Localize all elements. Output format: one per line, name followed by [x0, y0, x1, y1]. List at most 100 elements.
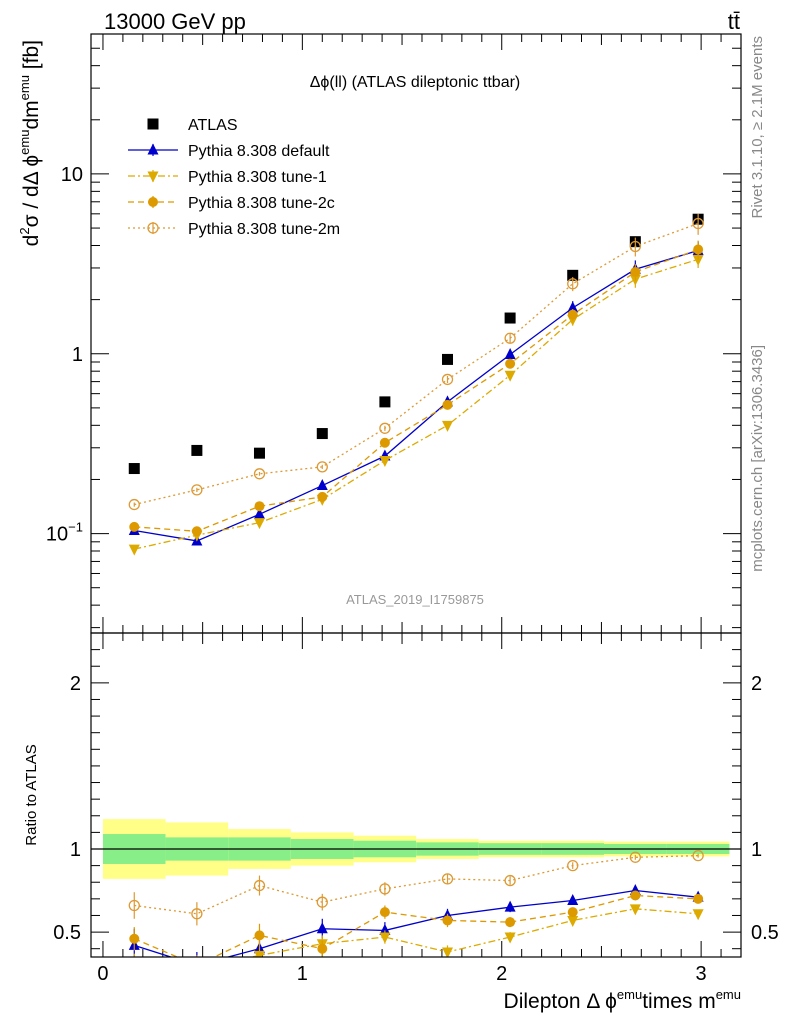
main-data-point [567, 278, 579, 290]
process-label: 13000 GeV pp [104, 9, 246, 34]
main-data-point [316, 428, 328, 440]
ratio-data-point [629, 904, 641, 916]
main-data-point [128, 498, 140, 511]
ratio-y-tick-label-right: 0.5 [751, 922, 779, 944]
x-tick-label: 2 [496, 963, 507, 985]
ratio-data-point [128, 899, 140, 912]
x-tick-label: 1 [297, 963, 308, 985]
main-data-point [504, 370, 516, 382]
ratio-series-pythia-8-308-tune-2c [129, 890, 704, 970]
main-y-axis-label: d2σ / dΔ ϕemudmemu [fb] [17, 40, 43, 246]
ratio-data-point [379, 907, 390, 918]
ratio-data-point [629, 851, 641, 863]
main-series-pythia-8-308-tune-2c [129, 240, 704, 537]
main-data-point [254, 501, 265, 512]
ratio-data-point [316, 896, 328, 908]
ratio-panel-frame [90, 632, 742, 958]
ratio-data-point [504, 874, 516, 887]
main-data-point [128, 544, 140, 556]
main-data-point [316, 479, 328, 491]
legend-entry-label: Pythia 8.308 tune-1 [188, 169, 327, 186]
main-series-pythia-8-308-default [128, 241, 704, 546]
main-data-point [692, 217, 704, 230]
mcplots-label: mcplots.cern.ch [arXiv:1306.3436] [749, 345, 766, 572]
ratio-y-tick-label-left: 0.5 [53, 922, 81, 944]
ratio-data-point [693, 893, 704, 904]
main-data-point [191, 484, 203, 496]
main-series-line [134, 222, 699, 506]
ratio-data-point [253, 950, 265, 957]
main-data-point [253, 518, 265, 530]
main-data-point [442, 420, 454, 432]
ratio-data-point [630, 890, 641, 901]
ratio-y-tick-label-left: 2 [70, 673, 81, 695]
legend-marker [147, 143, 159, 155]
ratio-series-clipped [128, 849, 704, 975]
ratio-data-point [567, 907, 578, 918]
legend-entry-label: Pythia 8.308 tune-2c [188, 195, 335, 212]
main-data-point [504, 312, 516, 324]
ratio-data-point [379, 883, 391, 895]
ratio-data-point [504, 900, 516, 912]
ratio-series-line [248, 908, 699, 957]
main-data-point [630, 266, 641, 277]
ratio-data-point [692, 849, 704, 862]
ratio-data-point [505, 917, 516, 928]
main-data-point [692, 254, 704, 266]
main-data-point [505, 358, 516, 369]
ratio-y-axis-label: Ratio to ATLAS [23, 744, 40, 845]
ratio-data-point [129, 961, 140, 972]
ratio-data-point [254, 930, 265, 941]
main-data-point [317, 491, 328, 502]
main-series-atlas [128, 213, 704, 475]
main-data-point [442, 399, 453, 410]
main-data-point [441, 373, 454, 386]
main-y-tick-label: 1 [72, 344, 83, 366]
ratio-data-point [441, 873, 454, 885]
main-data-point [379, 437, 390, 448]
ratio-series-line [134, 894, 699, 957]
ratio-y-tick-label-left: 1 [70, 839, 81, 861]
main-series-line [134, 258, 699, 550]
main-data-point [379, 455, 391, 467]
main-data-point [128, 463, 140, 475]
ratio-data-point [442, 947, 454, 957]
ratio-data-point [191, 959, 202, 970]
main-data-point [379, 422, 391, 434]
main-y-tick-label: 10−1 [46, 520, 83, 546]
ratio-data-point [442, 915, 453, 926]
main-data-point [253, 447, 265, 459]
x-axis-label: Dilepton Δ ϕemutimes memu [504, 987, 741, 1013]
ratio-data-point [192, 960, 202, 970]
ratio-data-point [191, 964, 202, 975]
ratio-data-point [692, 909, 704, 921]
main-data-point [253, 468, 266, 480]
main-data-point [567, 309, 578, 320]
main-data-point [629, 240, 641, 253]
legend-marker [147, 118, 159, 130]
legend-entry-label: Pythia 8.308 default [188, 143, 330, 160]
main-data-point [316, 461, 328, 473]
rivet-version-label: Rivet 3.1.10, ≥ 2.1M events [749, 36, 766, 219]
ratio-data-point [567, 894, 579, 906]
main-series-line [134, 248, 699, 532]
analysis-id-label: ATLAS_2019_I1759875 [346, 592, 484, 607]
legend-marker [147, 222, 159, 234]
main-data-point [693, 244, 704, 255]
main-data-point [191, 444, 203, 456]
ratio-y-tick-label-right: 2 [751, 673, 762, 695]
ratio-y-tick-label-right: 1 [751, 839, 762, 861]
legend-marker [147, 171, 159, 183]
main-data-point [191, 526, 202, 537]
ratio-data-point [191, 908, 203, 920]
ratio-panel-ticks: 0.5 0.5 1 1 2 2 0 1 2 3 [53, 633, 779, 985]
main-series-pythia-8-308-tune-2m [128, 213, 704, 511]
ratio-series-line [134, 889, 699, 957]
main-data-point [504, 348, 516, 360]
ratio-data-point [317, 943, 328, 954]
ratio-panel-series [128, 849, 704, 975]
main-chart-title: Δϕ(ll) (ATLAS dileptonic ttbar) [310, 74, 521, 91]
x-tick-label: 0 [97, 963, 108, 985]
ratio-uncertainty-bands [91, 819, 741, 879]
